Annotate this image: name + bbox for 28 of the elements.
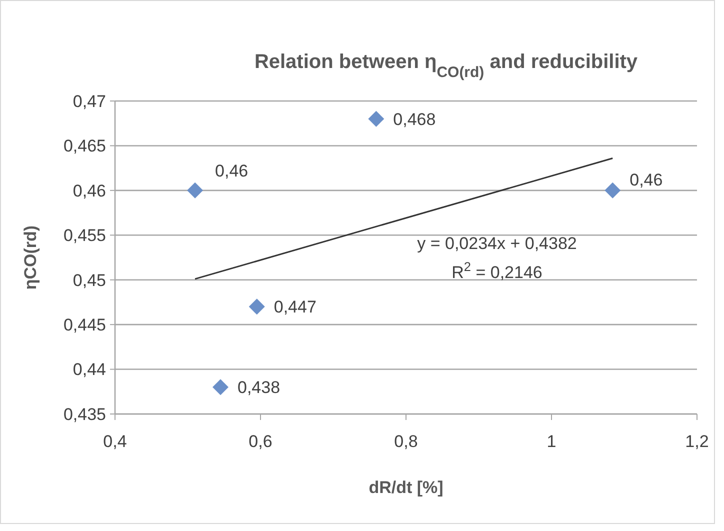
x-tick-label: 0,4 — [103, 432, 127, 451]
chart-title: Relation between η$_{CO(rd)}$ and reducibility — [254, 51, 638, 80]
y-tick-label: 0,44 — [72, 360, 106, 380]
y-tick-label: 0,45 — [72, 270, 106, 290]
data-label: 0,447 — [274, 298, 316, 317]
data-label: 0,468 — [393, 110, 436, 129]
point — [604, 182, 621, 198]
y-tick-label: 0,455 — [63, 226, 106, 246]
x-tick-label: 1,2 — [685, 432, 709, 451]
y-tick-label: 0,465 — [63, 136, 106, 156]
point — [248, 298, 265, 315]
y-tick-label: 0,445 — [63, 316, 106, 335]
point — [212, 379, 228, 396]
data-label: 0,438 — [237, 378, 280, 398]
y-tick-label: 0,46 — [72, 181, 106, 200]
y-tick-label: 0,435 — [63, 404, 106, 424]
data-label: 0,46 — [630, 170, 663, 190]
x-tick-label: 1 — [546, 432, 556, 451]
x-axis-title: dR/dt [%] — [368, 478, 444, 497]
annotation: R$^{2}$ = 0,2146 — [452, 258, 542, 282]
y-tick-label: 0,47 — [72, 92, 106, 111]
point — [187, 182, 204, 198]
y-axis-title: ηCO(rd) — [21, 225, 40, 290]
x-tick-label: 0,8 — [394, 432, 418, 451]
data-label: 0,46 — [215, 161, 248, 180]
x-tick-label: 0,6 — [248, 432, 272, 451]
annotation: y = 0,0234x + 0,4382 — [417, 234, 577, 253]
point — [368, 110, 384, 127]
